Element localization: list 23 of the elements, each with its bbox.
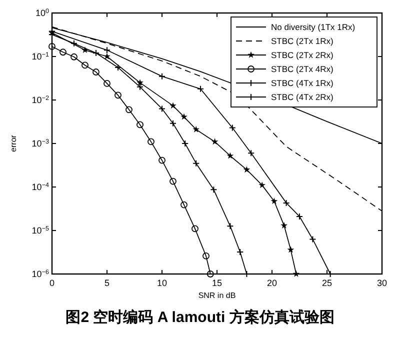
legend-label: STBC (2Tx 1Rx) <box>271 36 334 46</box>
x-tick-label: 20 <box>266 278 278 288</box>
legend-label: No diversity (1Tx 1Rx) <box>271 22 356 32</box>
y-tick-label: 10$^{0}$ <box>35 8 50 18</box>
y-tick-label: 10$^{−4}$ <box>32 182 50 192</box>
x-tick-label: 0 <box>49 278 55 288</box>
legend-label: STBC (4Tx 2Rx) <box>271 92 334 102</box>
caption: 图2 空时编码 A lamouti 方案仿真试验图 <box>66 308 334 326</box>
legend-label: STBC (2Tx 2Rx) <box>271 50 334 60</box>
y-tick-label: 10$^{−6}$ <box>32 268 50 279</box>
y-tick-label: 10$^{−3}$ <box>32 138 50 148</box>
y-axis-title: error <box>9 134 18 152</box>
x-tick-label: 30 <box>376 278 388 288</box>
x-axis-title: SNR in dB <box>198 291 236 300</box>
x-tick-label: 5 <box>104 278 110 288</box>
legend-label: STBC (2Tx 4Rx) <box>271 64 334 74</box>
y-tick-label: 10$^{−5}$ <box>32 225 50 236</box>
y-tick-label: 10$^{−1}$ <box>32 51 50 62</box>
x-tick-label: 10 <box>156 278 168 288</box>
legend-label: STBC (4Tx 1Rx) <box>271 78 334 88</box>
x-tick-label: 15 <box>212 278 222 288</box>
y-tick-label: 10$^{−2}$ <box>32 94 50 105</box>
x-tick-label: 25 <box>322 278 332 288</box>
